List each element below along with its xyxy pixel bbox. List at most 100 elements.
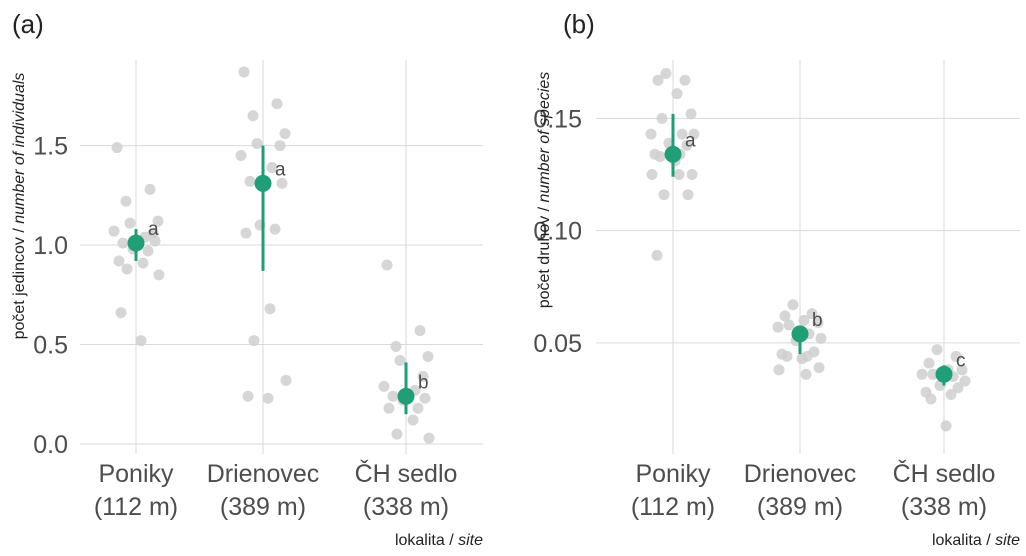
mean-point <box>254 174 272 192</box>
data-point <box>800 368 812 380</box>
data-point <box>423 432 435 444</box>
data-point <box>682 189 694 201</box>
panel-label: (a) <box>12 9 44 39</box>
data-point <box>242 390 254 402</box>
data-point <box>950 350 962 362</box>
x-tick-label-sub: (338 m) <box>901 493 987 521</box>
panel-a: 0.0 0.5 1.0 1.5 Poniky (112 m) Drienovec (389 m… <box>11 9 483 549</box>
data-point <box>945 389 957 401</box>
data-point <box>274 140 286 152</box>
significance-letter: b <box>812 310 823 331</box>
x-axis-label: lokalita / site <box>932 532 1020 549</box>
y-tick-label: 0.0 <box>33 431 68 459</box>
data-point <box>813 362 825 374</box>
significance-letter: a <box>685 130 696 151</box>
data-point <box>686 168 698 180</box>
x-tick-label: ČH sedlo <box>893 459 996 488</box>
data-point <box>923 357 935 369</box>
y-tick-label: 1.5 <box>33 133 68 161</box>
data-point <box>422 350 434 362</box>
data-point <box>660 67 672 79</box>
data-point <box>773 364 785 376</box>
data-point <box>264 303 276 315</box>
data-point <box>238 66 250 78</box>
data-point <box>235 150 247 162</box>
data-point <box>688 128 700 140</box>
x-tick-label-sub: (389 m) <box>757 493 843 521</box>
data-point <box>152 215 164 227</box>
x-tick-label: Poniky <box>98 460 174 488</box>
data-point <box>149 235 161 247</box>
y-tick-label: 0.10 <box>533 218 582 246</box>
x-tick-label: ČH sedlo <box>355 459 458 488</box>
data-point <box>676 128 688 140</box>
data-point <box>387 390 399 402</box>
data-point <box>959 375 971 387</box>
data-point <box>279 128 291 140</box>
data-point <box>658 189 670 201</box>
data-point <box>137 257 149 269</box>
data-point <box>144 183 156 195</box>
data-point <box>645 128 657 140</box>
x-tick-label-sub: (112 m) <box>631 493 715 521</box>
data-point <box>407 414 419 426</box>
data-point <box>916 368 928 380</box>
panel-b: 0.05 0.10 0.15 Poniky (112 m) Drienovec (389 m… <box>533 9 1020 549</box>
data-point <box>271 98 283 110</box>
data-point <box>153 269 165 281</box>
data-point <box>646 168 658 180</box>
y-axis-label-main: počet jedincov / <box>11 224 28 340</box>
data-point <box>240 227 252 239</box>
data-point <box>796 353 808 365</box>
data-point <box>142 245 154 257</box>
data-point <box>772 321 784 333</box>
x-axis-label-italic: site <box>458 532 483 549</box>
mean-point <box>791 325 809 343</box>
x-axis-label: lokalita / site <box>395 532 483 549</box>
data-point <box>654 151 666 163</box>
data-point <box>378 380 390 392</box>
data-point <box>113 255 125 267</box>
panel-label: (b) <box>563 9 595 39</box>
data-point <box>115 307 127 319</box>
data-point <box>681 139 693 151</box>
x-axis-label-italic: site <box>995 532 1020 549</box>
data-point <box>120 195 132 207</box>
data-point <box>394 354 406 366</box>
data-point <box>679 74 691 86</box>
data-point <box>651 249 663 261</box>
data-point <box>124 217 136 229</box>
data-point <box>262 392 274 404</box>
y-tick-label: 0.5 <box>33 332 68 360</box>
significance-letter: b <box>418 372 429 393</box>
data-point <box>671 88 683 100</box>
data-point <box>412 402 424 414</box>
x-tick-label: Drienovec <box>207 460 320 488</box>
data-point <box>925 393 937 405</box>
significance-letter: c <box>956 350 966 371</box>
mean-point <box>397 387 415 405</box>
data-point <box>783 319 795 331</box>
significance-letter: a <box>148 219 159 240</box>
y-axis-label: počet jedincov / number of individuals <box>11 73 28 340</box>
data-point <box>812 317 824 329</box>
data-point <box>121 263 133 275</box>
x-tick-label-sub: (112 m) <box>94 493 178 521</box>
mean-point <box>935 365 953 383</box>
data-point <box>673 168 685 180</box>
y-axis-label: počet druhov / number of species <box>536 72 553 309</box>
y-axis-label-italic: number of individuals <box>11 73 28 224</box>
significance-letter: a <box>275 159 286 180</box>
data-point <box>931 344 943 356</box>
x-axis-label-main: lokalita / <box>395 532 458 549</box>
x-tick-label-sub: (338 m) <box>363 493 449 521</box>
data-point <box>269 223 281 235</box>
x-tick-label: Drienovec <box>744 460 857 488</box>
data-point <box>117 237 129 249</box>
data-point <box>391 428 403 440</box>
data-point <box>952 382 964 394</box>
data-point <box>781 350 793 362</box>
y-tick-label: 0.15 <box>533 105 582 133</box>
data-point <box>280 374 292 386</box>
data-point <box>656 112 668 124</box>
